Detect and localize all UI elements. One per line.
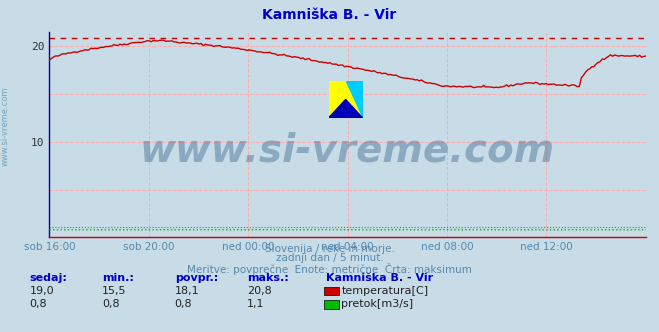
Text: 1,1: 1,1: [247, 299, 265, 309]
Text: zadnji dan / 5 minut.: zadnji dan / 5 minut.: [275, 253, 384, 263]
Text: Kamniška B. - Vir: Kamniška B. - Vir: [326, 273, 434, 283]
Text: 0,8: 0,8: [175, 299, 192, 309]
Text: povpr.:: povpr.:: [175, 273, 218, 283]
Text: min.:: min.:: [102, 273, 134, 283]
Text: pretok[m3/s]: pretok[m3/s]: [341, 299, 413, 309]
Text: Meritve: povprečne  Enote: metrične  Črta: maksimum: Meritve: povprečne Enote: metrične Črta:…: [187, 263, 472, 275]
Text: www.si-vreme.com: www.si-vreme.com: [140, 132, 556, 170]
Text: 15,5: 15,5: [102, 286, 127, 296]
Text: Slovenija / reke in morje.: Slovenija / reke in morje.: [264, 244, 395, 254]
Text: www.si-vreme.com: www.si-vreme.com: [1, 86, 10, 166]
Text: temperatura[C]: temperatura[C]: [341, 286, 428, 296]
Text: 20,8: 20,8: [247, 286, 272, 296]
Text: 19,0: 19,0: [30, 286, 54, 296]
Text: maks.:: maks.:: [247, 273, 289, 283]
Text: Kamniška B. - Vir: Kamniška B. - Vir: [262, 8, 397, 22]
Text: 18,1: 18,1: [175, 286, 199, 296]
Text: 0,8: 0,8: [30, 299, 47, 309]
Text: 0,8: 0,8: [102, 299, 120, 309]
Text: sedaj:: sedaj:: [30, 273, 67, 283]
